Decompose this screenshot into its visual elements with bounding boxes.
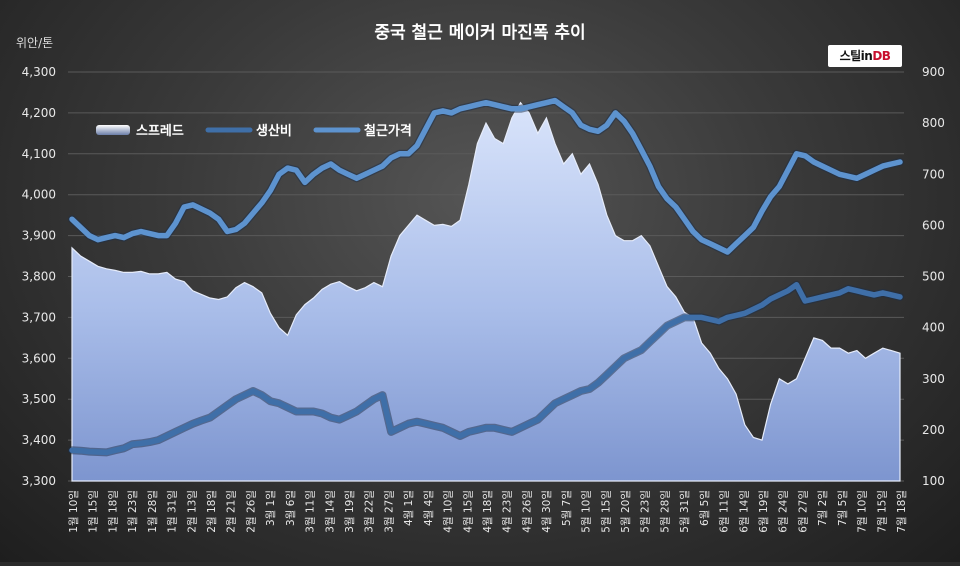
x-tick-label: 4월 15일 — [461, 490, 474, 533]
x-tick-label: 6월 24일 — [777, 490, 790, 533]
x-tick-label: 4월 10일 — [442, 490, 455, 533]
y-right-tick-label: 800 — [922, 116, 945, 130]
x-tick-label: 6월 11일 — [718, 490, 731, 533]
x-tick-label: 5월 28일 — [658, 490, 671, 533]
x-tick-label: 3월 22일 — [363, 490, 376, 533]
x-tick-label: 5월 10일 — [580, 490, 593, 533]
y-left-tick-label: 3,600 — [22, 351, 56, 365]
price-line — [69, 97, 903, 255]
x-tick-label: 5월 7일 — [560, 490, 573, 526]
x-tick-label: 1월 28일 — [146, 490, 159, 533]
y-right-tick-label: 900 — [922, 65, 945, 79]
y-right-tick-label: 200 — [922, 423, 945, 437]
x-tick-label: 3월 1일 — [264, 490, 277, 526]
y-right-tick-label: 400 — [922, 321, 945, 335]
y-left-tick-label: 3,300 — [22, 474, 56, 488]
y-right-ticks: 100 200 300 400 500 600 700 800 900 — [922, 65, 945, 488]
y-left-tick-label: 4,000 — [22, 188, 56, 202]
x-tick-label: 3월 14일 — [323, 490, 336, 533]
x-tick-label: 5월 15일 — [599, 490, 612, 533]
logo-text: 스틸in — [839, 49, 873, 63]
y-left-unit: 위안/톤 — [16, 36, 53, 50]
x-tick-label: 6월 5일 — [698, 490, 711, 526]
x-tick-label: 7월 2일 — [816, 490, 829, 526]
x-tick-label: 4월 4일 — [422, 490, 435, 526]
x-ticks: 1월 10일 1월 15일 1월 18일 1월 23일 1월 28일 1월 31일 2월 1… — [67, 490, 908, 533]
y-left-tick-label: 3,500 — [22, 392, 56, 406]
x-tick-label: 7월 15일 — [875, 490, 888, 533]
x-tick-label: 2월 18일 — [205, 490, 218, 533]
y-left-tick-label: 4,200 — [22, 106, 56, 120]
steelin-db-logo: 스틸inDB — [828, 45, 902, 67]
y-left-tick-label: 3,400 — [22, 433, 56, 447]
x-tick-label: 2월 26일 — [244, 490, 257, 533]
x-tick-label: 5월 23일 — [639, 490, 652, 533]
y-left-tick-label: 3,700 — [22, 310, 56, 324]
x-tick-label: 6월 27일 — [796, 490, 809, 533]
x-tick-label: 3월 11일 — [304, 490, 317, 533]
y-left-tick-label: 3,800 — [22, 270, 56, 284]
x-tick-label: 1월 18일 — [106, 490, 119, 533]
x-tick-label: 4월 18일 — [481, 490, 494, 533]
x-tick-label: 1월 23일 — [126, 490, 139, 533]
y-right-tick-label: 700 — [922, 167, 945, 181]
x-tick-label: 1월 31일 — [166, 490, 179, 533]
x-tick-label: 4월 23일 — [501, 490, 514, 533]
x-tick-label: 1월 15일 — [87, 490, 100, 533]
x-tick-label: 3월 19일 — [343, 490, 356, 533]
y-right-tick-label: 300 — [922, 372, 945, 386]
y-right-tick-label: 500 — [922, 270, 945, 284]
legend-label-spread: 스프레드 — [136, 124, 184, 139]
x-tick-label: 7월 10일 — [856, 490, 869, 533]
y-right-tick-label: 600 — [922, 218, 945, 232]
y-right-tick-label: 100 — [922, 474, 945, 488]
cost-line — [69, 281, 903, 456]
y-left-tick-label: 3,900 — [22, 229, 56, 243]
x-tick-label: 3월 6일 — [284, 490, 297, 526]
legend-label-price: 철근가격 — [364, 123, 412, 139]
x-tick-label: 5월 31일 — [678, 490, 691, 533]
x-tick-label: 3월 27일 — [382, 490, 395, 533]
x-tick-label: 2월 21일 — [225, 490, 238, 533]
x-tick-label: 7월 18일 — [895, 490, 908, 533]
x-tick-label: 6월 19일 — [757, 490, 770, 533]
x-tick-label: 7월 5일 — [836, 490, 849, 526]
legend-label-cost: 생산비 — [256, 123, 292, 139]
x-tick-label: 6월 14일 — [737, 490, 750, 533]
chart-title: 중국 철근 메이커 마진폭 추이 — [374, 23, 585, 43]
x-tick-label: 5월 20일 — [619, 490, 632, 533]
y-left-tick-label: 4,300 — [22, 65, 56, 79]
y-left-tick-label: 4,100 — [22, 147, 56, 161]
spread-area — [71, 101, 901, 482]
area-layer — [71, 101, 901, 482]
x-tick-label: 2월 13일 — [185, 490, 198, 533]
x-tick-label: 4월 26일 — [520, 490, 533, 533]
x-tick-label: 4월 1일 — [402, 490, 415, 526]
logo-accent: DB — [872, 49, 891, 63]
y-left-ticks: 3,300 3,400 3,500 3,600 3,700 3,800 3,900 4,000… — [22, 65, 56, 488]
legend-swatch-spread — [96, 125, 130, 135]
legend: 스프레드 생산비 철근가격 — [96, 123, 412, 139]
x-tick-label: 4월 30일 — [540, 490, 553, 533]
line-layer — [68, 96, 904, 457]
x-tick-label: 1월 10일 — [67, 490, 80, 533]
